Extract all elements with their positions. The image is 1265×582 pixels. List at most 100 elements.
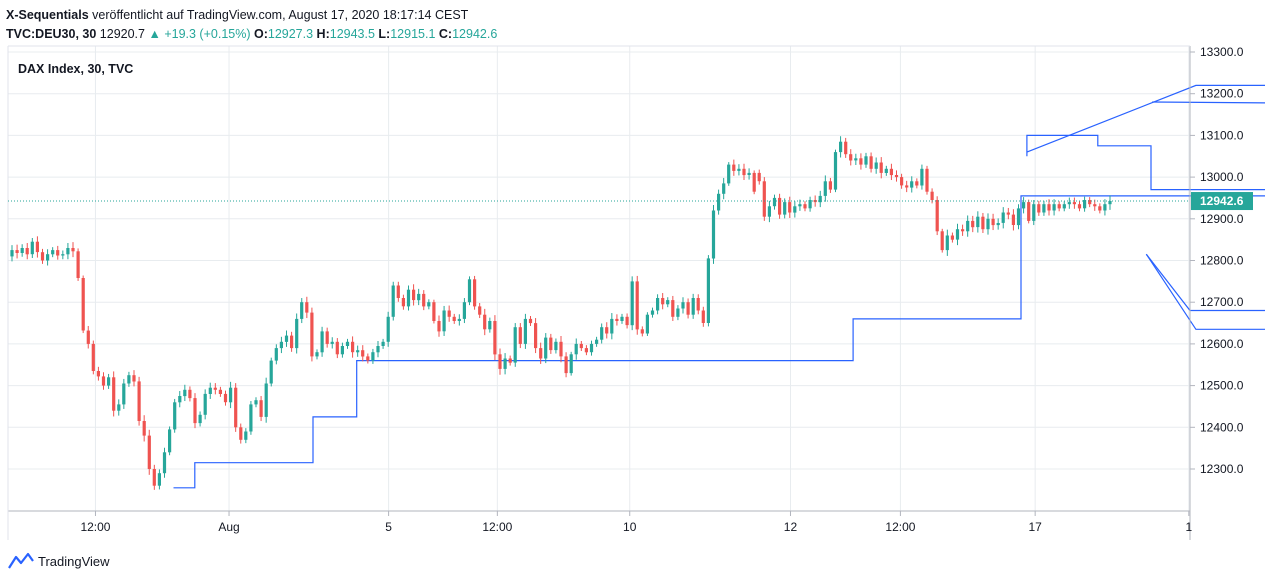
candle-body (523, 318, 527, 344)
time-tick-label: 17 (1028, 520, 1042, 534)
candle-body (396, 285, 400, 298)
candle-body (635, 281, 639, 330)
candle-down (132, 370, 136, 387)
candle-body (40, 252, 45, 261)
candle-body (681, 302, 685, 309)
candle-down (762, 177, 766, 221)
candle-body (752, 172, 756, 192)
candle-body (259, 400, 263, 417)
candle-body (574, 343, 578, 355)
candle-body (620, 316, 624, 321)
candle-body (46, 254, 50, 261)
candle-up (783, 198, 787, 219)
candle-down (961, 224, 965, 236)
candle-body (884, 168, 888, 173)
candle-body (950, 235, 954, 240)
candle-body (554, 341, 558, 351)
candle-up (676, 305, 680, 321)
candle-up (442, 305, 446, 336)
candle-up (208, 382, 212, 399)
publisher-name[interactable]: X-Sequentials (6, 8, 89, 22)
candle-body (671, 300, 675, 317)
candle-up (173, 398, 177, 433)
candle-body (961, 229, 965, 232)
candle-down (1077, 201, 1082, 212)
candle-up (955, 223, 960, 246)
candle-up (503, 353, 507, 375)
candle-body (823, 181, 827, 196)
candle-up (1016, 204, 1021, 230)
time-tick-label: 12:00 (885, 520, 915, 534)
candle-down (422, 290, 426, 311)
candle-body (168, 429, 172, 453)
candle-down (686, 298, 690, 319)
candle-body (778, 197, 782, 215)
candle-body (864, 156, 868, 165)
candle-body (86, 330, 90, 344)
candle-body (905, 185, 909, 188)
candle-down (483, 308, 487, 336)
candle-down (1027, 199, 1031, 224)
candle-body (437, 321, 441, 332)
candle-body (122, 383, 126, 405)
candle-body (401, 298, 405, 307)
candle-body (300, 302, 304, 319)
candle-body (1037, 204, 1041, 213)
candle-body (971, 220, 975, 228)
time-axis[interactable]: 12:00 Aug 5 12:00 10 12 12:00 17 1 (80, 511, 1192, 534)
candle-body (132, 375, 136, 382)
candle-body (330, 341, 334, 344)
candle-body (528, 318, 533, 324)
time-tick-label: 12 (784, 520, 798, 534)
candle-body (569, 354, 573, 374)
candle-body (325, 331, 329, 344)
candle-down (401, 294, 405, 310)
candle-body (833, 152, 838, 190)
candle-down (1072, 197, 1076, 209)
tradingview-icon (8, 552, 34, 569)
candle-body (676, 308, 680, 317)
price-tick-label: 12600.0 (1200, 337, 1244, 351)
candle-up (920, 164, 924, 190)
close-value: 12942.6 (452, 27, 498, 41)
candle-down (310, 307, 314, 362)
candle-up (229, 381, 233, 409)
candle-body (1077, 204, 1082, 209)
candle-down (579, 340, 583, 351)
candle-down (223, 390, 228, 406)
candle-body (223, 393, 228, 403)
candle-up (722, 177, 726, 200)
candle-body (61, 254, 65, 256)
candle-up (1022, 197, 1026, 214)
candle-up (706, 255, 710, 327)
candle-up (417, 288, 421, 306)
price-chart[interactable]: 13300.0 13200.0 13100.0 13000.0 12900.0 12800… (0, 0, 1265, 550)
candle-up (910, 176, 914, 193)
candle-up (798, 199, 802, 211)
candle-down (335, 338, 339, 359)
candle-body (991, 218, 995, 226)
candle-body (371, 352, 375, 361)
candle-up (610, 313, 614, 340)
tradingview-logo[interactable]: TradingView (8, 552, 110, 570)
candle-up (1032, 200, 1036, 226)
sequential-level-line (1026, 84, 1265, 153)
candle-down (788, 196, 792, 218)
candle-up (1103, 199, 1107, 216)
grid-lines (8, 46, 1190, 511)
candle-up (406, 285, 411, 311)
price-axis[interactable]: 13300.0 13200.0 13100.0 13000.0 12900.0 12800… (1190, 45, 1244, 476)
candle-body (406, 289, 411, 307)
symbol-line: TVC:DEU30, 30 12920.7 ▲ +19.3 (+0.15%) O… (6, 25, 497, 44)
candle-body (650, 310, 655, 315)
symbol-label[interactable]: TVC:DEU30, 30 (6, 27, 97, 41)
candle-body (345, 341, 350, 346)
candle-down (849, 149, 853, 166)
candle-body (742, 168, 746, 176)
candle-down (879, 157, 883, 179)
candle-body (96, 371, 100, 377)
candle-body (493, 321, 497, 355)
candle-up (117, 399, 121, 416)
candle-up (600, 323, 604, 344)
last-price: 12920.7 (99, 27, 145, 41)
